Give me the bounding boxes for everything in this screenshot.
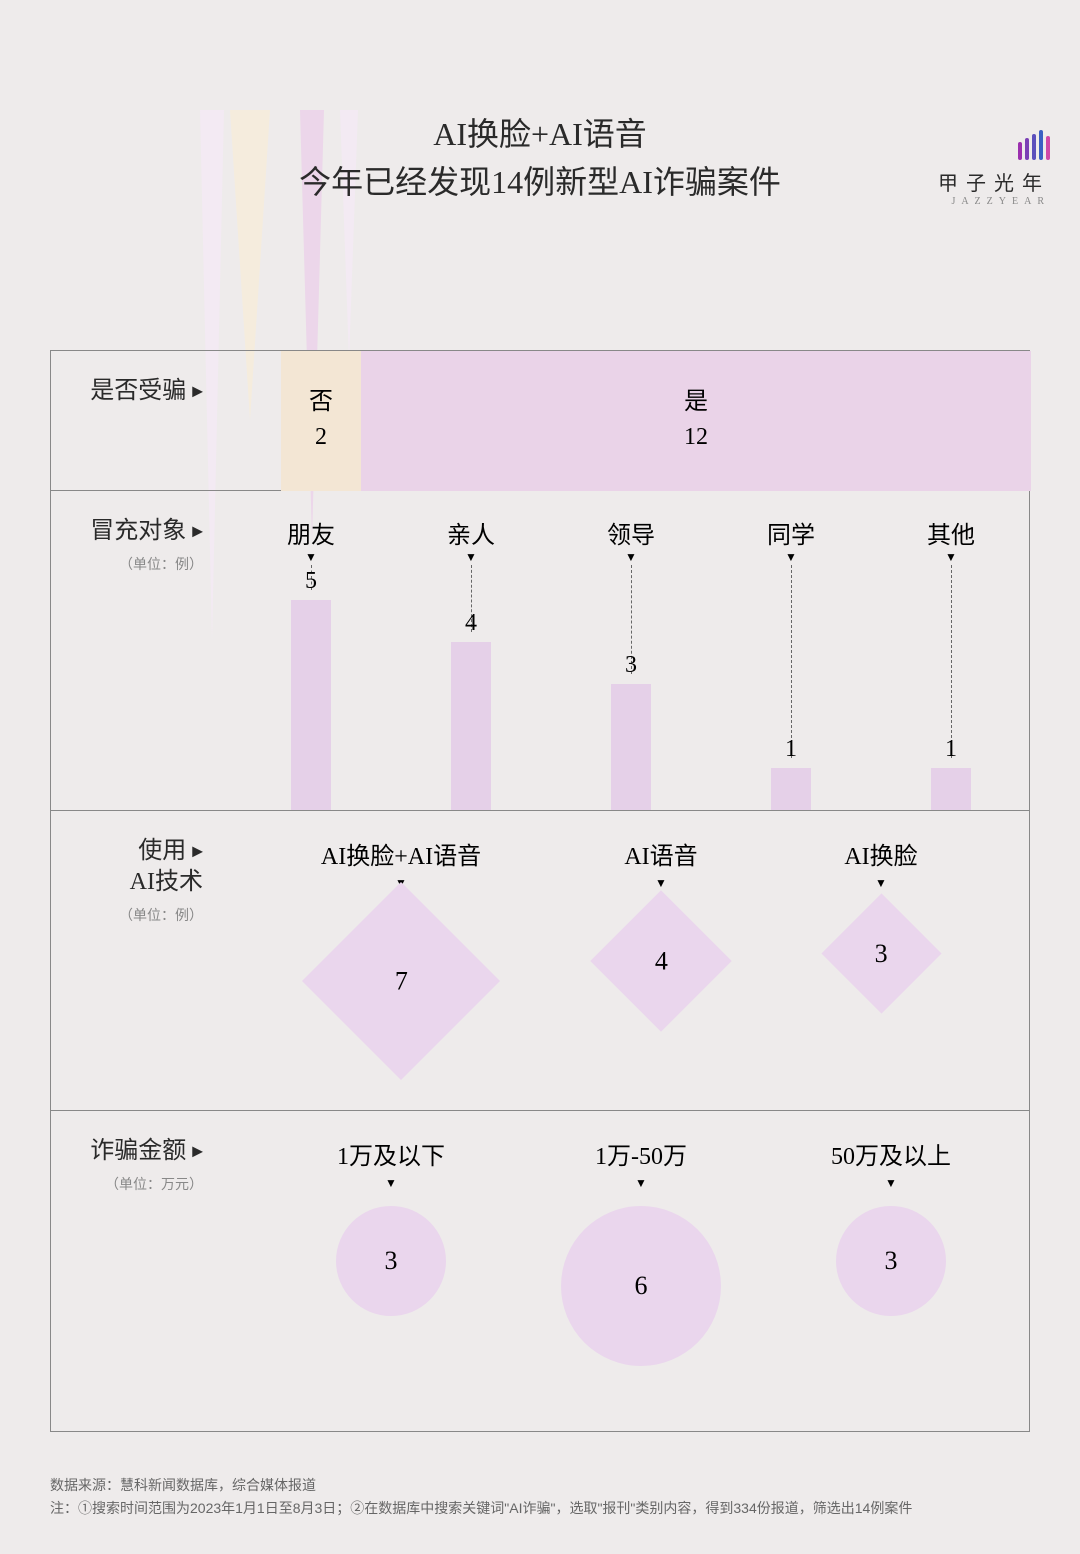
triangle-down-icon: ▼ [261, 550, 361, 565]
title-line2: 今年已经发现14例新型AI诈骗案件 [0, 158, 1080, 206]
diamond: 7 [302, 882, 500, 1080]
bar-value: 3 [581, 652, 681, 679]
bar-value: 4 [421, 610, 521, 637]
circle-value: 3 [385, 1246, 398, 1276]
title-line1: AI换脸+AI语音 [0, 110, 1080, 158]
bar-group: 朋友 ▼ 5 [261, 490, 361, 810]
diamond-group: AI换脸+AI语音 ▼ 7 [281, 836, 521, 1051]
footer-notes: 数据来源：慧科新闻数据库，综合媒体报道 注：①搜索时间范围为2023年1月1日至… [50, 1474, 912, 1519]
triangle-down-icon: ▼ [741, 550, 841, 565]
diamond-value: 7 [395, 966, 408, 996]
circle-value: 6 [635, 1271, 648, 1301]
bar [291, 600, 331, 810]
circle-group: 1万-50万 ▼ 6 [541, 1136, 741, 1366]
circle: 6 [561, 1206, 721, 1366]
segment: 否2 [281, 351, 361, 491]
diamond: 4 [590, 890, 731, 1031]
triangle-down-icon: ▼ [421, 550, 521, 565]
diamond-label: AI换脸+AI语音 [281, 836, 521, 871]
circle-label: 1万-50万 [541, 1136, 741, 1171]
diamond-label: AI换脸 [801, 836, 961, 871]
bar-label: 其他 [901, 515, 1001, 550]
bar-group: 亲人 ▼ 4 [421, 490, 521, 810]
circle: 3 [336, 1206, 446, 1316]
bar-label: 亲人 [421, 515, 521, 550]
row-amount: 诈骗金额 ▶ （单位：万元） 1万及以下 ▼ 3 1万-50万 ▼ 6 50万及… [51, 1111, 1029, 1431]
diamond-value: 3 [875, 939, 888, 969]
diamond-group: AI换脸 ▼ 3 [801, 836, 961, 996]
row-label: 冒充对象 ▶ （单位：例） [51, 491, 211, 810]
circle-value: 3 [885, 1246, 898, 1276]
bar-value: 1 [741, 736, 841, 763]
footer-source: 数据来源：慧科新闻数据库，综合媒体报道 [50, 1474, 912, 1496]
bar-group: 其他 ▼ 1 [901, 490, 1001, 810]
chart-title: AI换脸+AI语音 今年已经发现14例新型AI诈骗案件 [0, 110, 1080, 206]
bar [771, 768, 811, 810]
bar-group: 同学 ▼ 1 [741, 490, 841, 810]
row-deceived: 是否受骗 ▶ 否2是12 [51, 351, 1029, 491]
bar-value: 5 [261, 568, 361, 595]
circle-group: 1万及以下 ▼ 3 [291, 1136, 491, 1316]
row-label: 诈骗金额 ▶ （单位：万元） [51, 1111, 211, 1431]
bar [451, 642, 491, 810]
triangle-down-icon: ▼ [801, 876, 961, 891]
segment: 是12 [361, 351, 1031, 491]
circle: 3 [836, 1206, 946, 1316]
diamond-label: AI语音 [581, 836, 741, 871]
bar-value: 1 [901, 736, 1001, 763]
bar [611, 684, 651, 810]
footer-note: 注：①搜索时间范围为2023年1月1日至8月3日；②在数据库中搜索关键词"AI诈… [50, 1497, 912, 1519]
triangle-down-icon: ▼ [291, 1176, 491, 1191]
chart-container: 是否受骗 ▶ 否2是12 冒充对象 ▶ （单位：例） 朋友 ▼ 5 亲人 ▼ 4… [50, 350, 1030, 1432]
triangle-down-icon: ▼ [901, 550, 1001, 565]
bar [931, 768, 971, 810]
row-ai-tech: 使用 ▶ AI技术 （单位：例） AI换脸+AI语音 ▼ 7 AI语音 ▼ 4 … [51, 811, 1029, 1111]
diamond-value: 4 [655, 946, 668, 976]
diamond: 3 [821, 893, 941, 1013]
bar-group: 领导 ▼ 3 [581, 490, 681, 810]
diamond-group: AI语音 ▼ 4 [581, 836, 741, 1011]
bar-label: 领导 [581, 515, 681, 550]
bar-label: 同学 [741, 515, 841, 550]
circle-label: 50万及以上 [791, 1136, 991, 1171]
circle-label: 1万及以下 [291, 1136, 491, 1171]
row-label: 是否受骗 ▶ [51, 351, 211, 490]
bar-label: 朋友 [261, 515, 361, 550]
triangle-down-icon: ▼ [541, 1176, 741, 1191]
triangle-down-icon: ▼ [581, 876, 741, 891]
circle-group: 50万及以上 ▼ 3 [791, 1136, 991, 1316]
row-label: 使用 ▶ AI技术 （单位：例） [51, 811, 211, 1110]
triangle-down-icon: ▼ [581, 550, 681, 565]
row-impersonation: 冒充对象 ▶ （单位：例） 朋友 ▼ 5 亲人 ▼ 4 领导 ▼ 3 同学 ▼ … [51, 491, 1029, 811]
triangle-down-icon: ▼ [791, 1176, 991, 1191]
